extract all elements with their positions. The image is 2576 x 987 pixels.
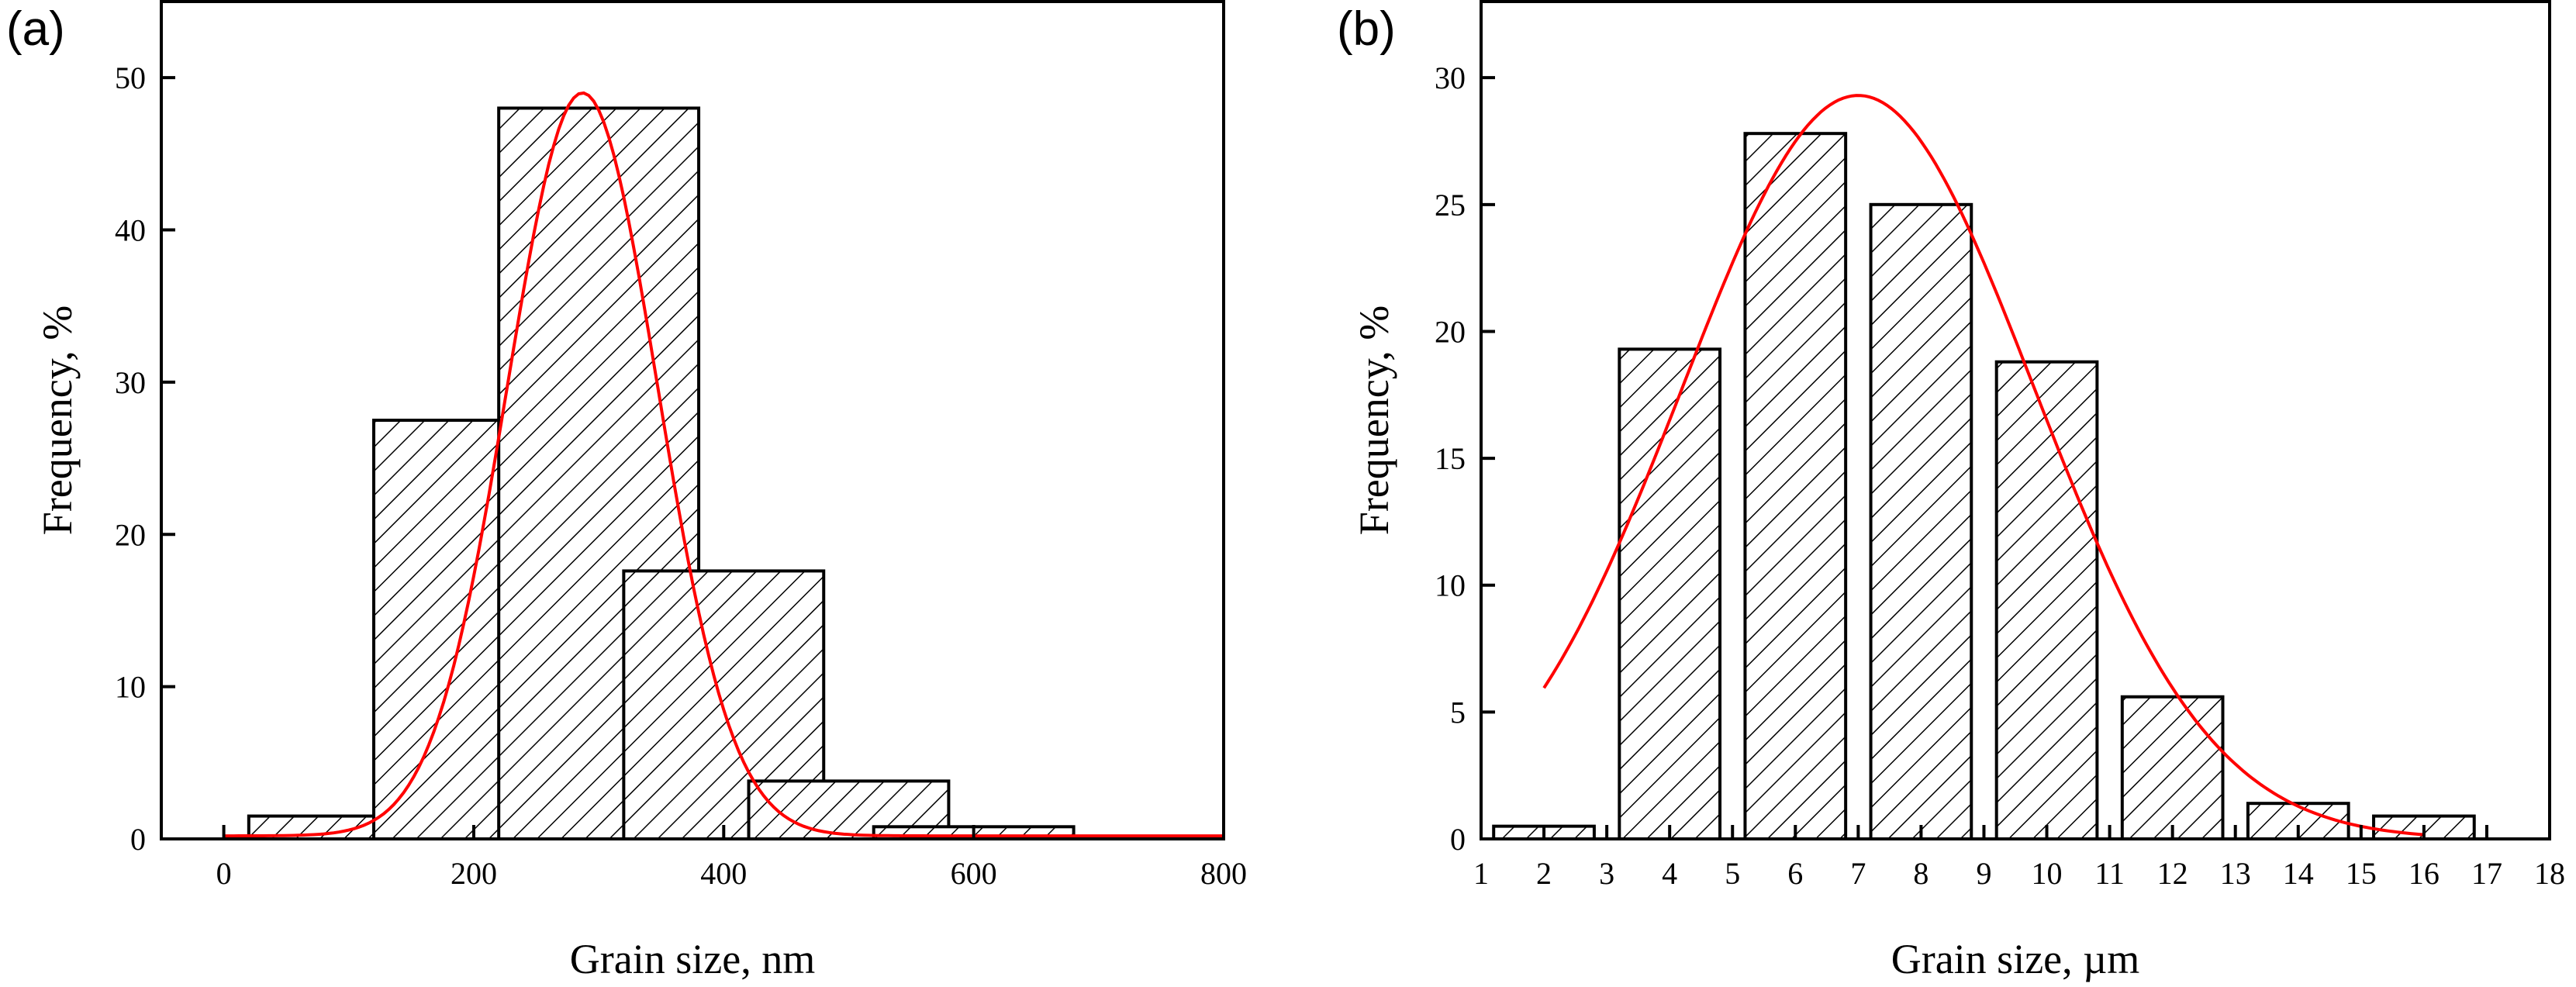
panel-b-xtick-label: 11 [2094,856,2125,891]
panel-b-xtick-label: 4 [1662,856,1677,891]
panel-b-bar-3 [1743,132,1848,840]
panel-b-xtick-label: 7 [1850,856,1866,891]
panel-a-ytick-label: 0 [130,822,146,857]
panel-b-xtick-label: 6 [1787,856,1803,891]
panel-a-ytick-label: 40 [115,213,146,248]
panel-a-ytick-label: 20 [115,517,146,552]
panel-a-ticks: 0 200 400 600 800 0 10 20 30 40 50 [115,60,1247,891]
panel-b-xtick-label: 13 [2220,856,2251,891]
panel-b-xtick-label: 17 [2471,856,2502,891]
panel-a-frame [160,0,1225,840]
panel-b-label: (b) [1337,2,1396,56]
panel-b-xtick-label: 14 [2283,856,2314,891]
panel-a-ytick-label: 30 [115,365,146,400]
panel-a-xtick-label: 400 [700,856,747,891]
panel-b-xtick-label: 10 [2032,856,2063,891]
panel-b-xtick-label: 9 [1976,856,1991,891]
panel-b-ytick-label: 15 [1435,441,1466,476]
panel-b-xtick-label: 18 [2534,856,2565,891]
panel-a-xtick-label: 200 [451,856,497,891]
panel-a-xlabel: Grain size, nm [570,936,815,982]
panel-b-xtick-label: 5 [1725,856,1740,891]
panel-a-bars [247,106,1076,841]
chart-panel-b: (b) 1 2 3 4 5 6 7 8 9 10 11 12 13 14 15 16 17 18051015202… [1337,0,2565,982]
panel-a-xtick-label: 800 [1200,856,1247,891]
panel-b-xtick-label: 2 [1536,856,1552,891]
panel-b-frame [1480,0,2551,840]
panel-b-xtick-label: 12 [2157,856,2188,891]
panel-b-bars [1492,132,2476,841]
panel-a-ytick-label: 10 [115,670,146,705]
panel-b-xtick-label: 15 [2346,856,2377,891]
panel-b-ytick-label: 5 [1450,695,1466,730]
panel-b-bar-6 [2120,695,2225,841]
panel-b-bar-2 [1618,347,1722,840]
panel-a-ylabel: Frequency, % [34,305,81,535]
panel-b-xtick-label: 16 [2409,856,2440,891]
panel-b-ytick-label: 30 [1435,60,1466,95]
panel-b-bar-4 [1869,202,1973,840]
panel-b-bar-5 [1994,360,2099,840]
panel-b-xtick-label: 8 [1913,856,1929,891]
panel-b-ylabel: Frequency, % [1351,305,1397,535]
panel-b-fit-curve [1542,94,2425,837]
panel-b-ytick-label: 20 [1435,314,1466,349]
panel-a-xtick-label: 0 [216,856,232,891]
chart-panel-a: (a) 0 200 400 600 800 0 10 20 30 40 50 Grain size,… [6,0,1247,982]
panel-a-label: (a) [6,2,65,56]
panel-b-xtick-label: 3 [1599,856,1614,891]
panel-a-fit-curve [223,91,1224,838]
panel-a-ytick-label: 50 [115,60,146,95]
panel-b-ytick-label: 25 [1435,188,1466,223]
panel-b-ytick-label: 0 [1450,822,1466,857]
panel-b-xlabel: Grain size, µm [1891,936,2140,982]
panel-a-xtick-label: 600 [951,856,997,891]
panel-b-xtick-label: 1 [1473,856,1489,891]
panel-b-ytick-label: 10 [1435,568,1466,603]
